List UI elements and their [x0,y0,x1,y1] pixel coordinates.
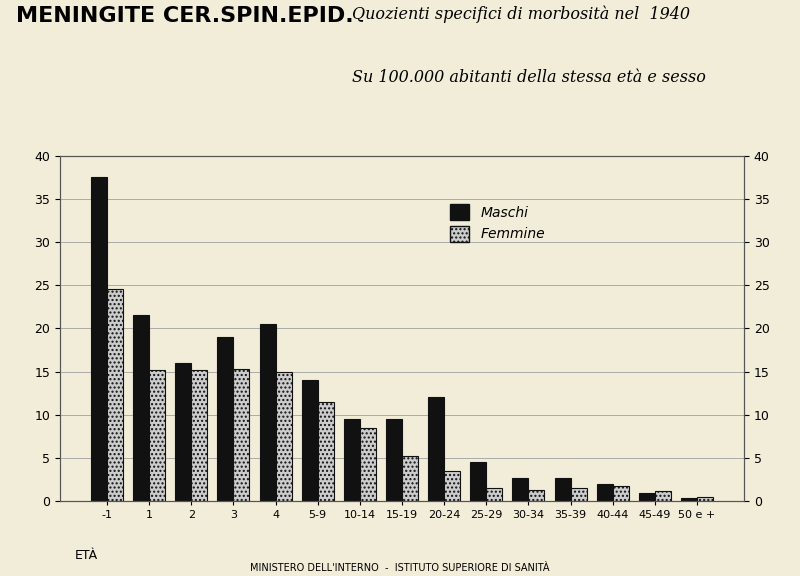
Bar [360,427,376,501]
Legend: Maschi, Femmine: Maschi, Femmine [450,204,545,241]
Bar [486,488,502,501]
Bar [302,380,318,501]
Bar [444,471,460,501]
Bar [613,486,629,501]
Text: MINISTERO DELL'INTERNO  -  ISTITUTO SUPERIORE DI SANITÀ: MINISTERO DELL'INTERNO - ISTITUTO SUPERI… [250,563,550,573]
Text: Quozienti specifici di morbosità nel  1940: Quozienti specifici di morbosità nel 194… [352,6,690,23]
Bar [638,493,654,501]
Bar [318,402,334,501]
Bar [528,490,544,501]
Text: ETÀ: ETÀ [74,548,98,562]
Bar [276,372,292,501]
Bar [386,419,402,501]
Bar [91,177,107,501]
Bar [554,478,570,501]
Bar [570,488,586,501]
Bar [428,397,444,501]
Bar [402,456,418,501]
Bar [597,484,613,501]
Bar [344,419,360,501]
Bar [681,498,697,501]
Bar [512,478,528,501]
Text: Su 100.000 abitanti della stessa età e sesso: Su 100.000 abitanti della stessa età e s… [352,69,706,86]
Bar [654,491,670,501]
Bar [150,370,166,501]
Bar [234,369,250,501]
Bar [260,324,276,501]
Bar [218,337,234,501]
Bar [191,370,207,501]
Bar [107,289,123,501]
Text: MENINGITE CER.SPIN.EPID.: MENINGITE CER.SPIN.EPID. [16,6,354,26]
Bar [697,497,713,501]
Bar [134,316,150,501]
Bar [470,462,486,501]
Bar [175,363,191,501]
